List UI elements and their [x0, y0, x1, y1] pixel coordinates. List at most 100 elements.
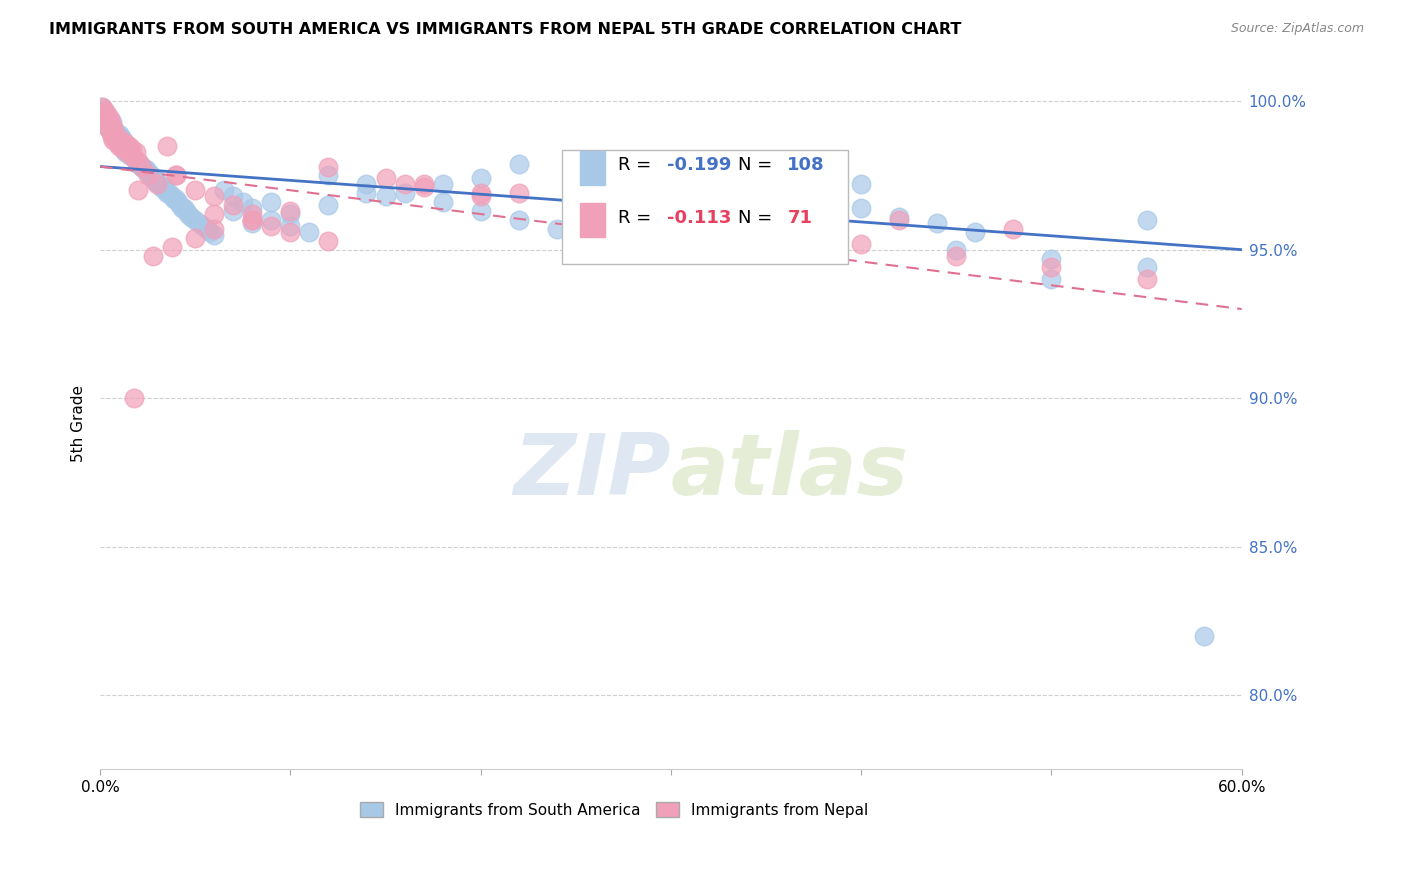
Point [146, 174, 169, 188]
Point [849, 178, 872, 192]
Point [222, 198, 245, 212]
Point [1040, 260, 1063, 275]
Legend: Immigrants from South America, Immigrants from Nepal: Immigrants from South America, Immigrant… [353, 796, 875, 824]
Point [100, 118, 122, 132]
Point [131, 160, 153, 174]
Point [202, 189, 225, 203]
Point [94, 115, 117, 129]
Point [546, 222, 568, 236]
Point [136, 169, 159, 183]
Point [98, 112, 121, 126]
Point [103, 120, 125, 135]
Point [93, 112, 115, 126]
Y-axis label: 5th Grade: 5th Grade [72, 384, 86, 462]
Point [202, 227, 225, 242]
Point [114, 136, 136, 150]
Point [659, 169, 682, 183]
Point [1192, 629, 1215, 643]
Point [93, 103, 115, 117]
Text: N =: N = [738, 209, 779, 227]
Point [621, 195, 644, 210]
Point [170, 201, 193, 215]
Point [108, 138, 131, 153]
Point [124, 151, 146, 165]
Point [141, 169, 163, 183]
Point [945, 243, 967, 257]
Point [132, 162, 155, 177]
Point [260, 195, 283, 210]
Point [374, 171, 396, 186]
Point [394, 186, 416, 201]
Point [148, 178, 170, 192]
Point [156, 186, 179, 201]
Point [173, 201, 195, 215]
Point [280, 207, 302, 221]
Point [184, 183, 207, 197]
Point [965, 225, 987, 239]
Point [104, 124, 127, 138]
Point [191, 219, 214, 233]
Point [100, 115, 122, 129]
Point [1040, 272, 1063, 286]
Point [240, 216, 263, 230]
Point [98, 124, 121, 138]
Point [240, 213, 263, 227]
Point [146, 178, 169, 192]
Bar [579, 203, 605, 236]
Point [280, 225, 302, 239]
Point [1040, 252, 1063, 266]
Point [240, 213, 263, 227]
Text: -0.199: -0.199 [668, 156, 733, 174]
Point [97, 109, 120, 123]
Point [755, 169, 778, 183]
Point [93, 103, 115, 117]
Point [91, 100, 114, 114]
Point [202, 207, 225, 221]
Point [583, 231, 606, 245]
Point [260, 213, 283, 227]
Text: ZIP: ZIP [513, 430, 671, 513]
Point [108, 127, 131, 141]
Point [104, 127, 127, 141]
Point [110, 133, 132, 147]
Point [755, 183, 778, 197]
Point [621, 165, 644, 179]
Point [412, 178, 434, 192]
Point [163, 192, 186, 206]
Point [103, 120, 125, 135]
Point [165, 169, 187, 183]
Point [91, 106, 114, 120]
Point [111, 142, 134, 156]
Point [222, 189, 245, 203]
Point [470, 204, 492, 219]
Text: -0.113: -0.113 [668, 209, 733, 227]
Point [169, 198, 191, 212]
Point [100, 129, 122, 144]
Point [127, 183, 149, 197]
Point [188, 216, 211, 230]
Point [131, 160, 153, 174]
Point [176, 207, 198, 221]
Point [356, 186, 378, 201]
Point [94, 115, 117, 129]
Text: IMMIGRANTS FROM SOUTH AMERICA VS IMMIGRANTS FROM NEPAL 5TH GRADE CORRELATION CHA: IMMIGRANTS FROM SOUTH AMERICA VS IMMIGRA… [49, 22, 962, 37]
Point [200, 225, 222, 239]
Point [240, 207, 263, 221]
Point [136, 165, 159, 179]
Point [142, 249, 165, 263]
Point [114, 145, 136, 159]
Point [103, 133, 125, 147]
Point [565, 195, 588, 210]
Point [118, 138, 141, 153]
Point [184, 213, 207, 227]
Point [470, 189, 492, 203]
Point [280, 219, 302, 233]
Point [93, 112, 115, 126]
Point [195, 222, 218, 236]
Point [115, 138, 138, 153]
Point [240, 201, 263, 215]
Point [157, 186, 180, 201]
Point [659, 160, 682, 174]
Point [120, 147, 142, 161]
Point [508, 186, 530, 201]
